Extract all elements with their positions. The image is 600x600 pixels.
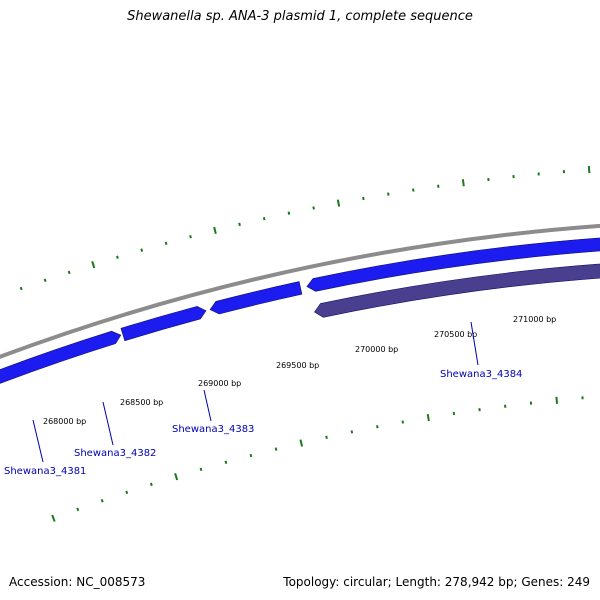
minor-tick bbox=[350, 430, 354, 434]
major-tick bbox=[555, 396, 559, 404]
gene-arrow-forward-long[interactable] bbox=[306, 232, 600, 292]
minor-tick bbox=[19, 286, 23, 291]
minor-tick bbox=[376, 425, 379, 429]
scale-label: 270500 bp bbox=[434, 330, 477, 339]
scale-label: 268000 bp bbox=[43, 417, 86, 426]
major-tick bbox=[587, 165, 591, 174]
map-title: Shewanella sp. ANA-3 plasmid 1, complete… bbox=[127, 9, 473, 24]
scale-label: 268500 bp bbox=[120, 398, 163, 407]
summary-text: Topology: circular; Length: 278,942 bp; … bbox=[283, 575, 590, 589]
gene-leader-line bbox=[32, 419, 44, 463]
gene-arrow-shewana3-4383[interactable] bbox=[209, 281, 303, 315]
minor-tick bbox=[224, 460, 228, 464]
minor-tick bbox=[76, 507, 80, 512]
minor-tick bbox=[125, 490, 129, 495]
minor-tick bbox=[387, 192, 390, 196]
accession-text: Accession: NC_008573 bbox=[9, 575, 146, 589]
major-tick bbox=[91, 261, 96, 269]
gene-arrow-shewana3-4384[interactable] bbox=[314, 258, 600, 318]
minor-tick bbox=[140, 248, 144, 252]
sequence-backbone bbox=[0, 223, 600, 359]
minor-tick bbox=[116, 255, 119, 259]
minor-tick bbox=[362, 196, 365, 201]
minor-tick bbox=[149, 482, 153, 487]
minor-tick bbox=[164, 241, 168, 245]
minor-tick bbox=[325, 435, 328, 439]
minor-tick bbox=[67, 270, 71, 275]
scale-ticks bbox=[19, 165, 591, 522]
scale-label: 270000 bp bbox=[355, 345, 398, 354]
scale-labels: 268000 bp 268500 bp 269000 bp 269500 bp … bbox=[43, 315, 556, 426]
minor-tick bbox=[43, 278, 47, 283]
gene-label-shewana3-4384[interactable]: Shewana3_4384 bbox=[440, 369, 522, 380]
gene-label-shewana3-4382[interactable]: Shewana3_4382 bbox=[74, 448, 156, 459]
gene-leader-line bbox=[102, 401, 114, 446]
major-tick bbox=[213, 226, 217, 235]
major-tick bbox=[51, 514, 56, 522]
gene-leader-line bbox=[203, 389, 212, 422]
minor-tick bbox=[312, 206, 315, 210]
major-tick bbox=[426, 413, 430, 422]
gene-track bbox=[0, 232, 600, 386]
minor-tick bbox=[262, 216, 266, 221]
major-tick bbox=[299, 439, 304, 447]
minor-tick bbox=[100, 498, 104, 503]
minor-tick bbox=[274, 447, 278, 451]
gene-leader-line bbox=[470, 321, 479, 366]
gene-label-shewana3-4383[interactable]: Shewana3_4383 bbox=[172, 424, 254, 435]
minor-tick bbox=[199, 467, 203, 472]
major-tick bbox=[336, 199, 341, 207]
scale-label: 271000 bp bbox=[513, 315, 556, 324]
scale-label: 269000 bp bbox=[198, 379, 241, 388]
minor-tick bbox=[401, 420, 405, 424]
minor-tick bbox=[238, 222, 241, 227]
minor-tick bbox=[287, 211, 291, 215]
gene-arrow-shewana3-4382[interactable] bbox=[120, 306, 207, 342]
minor-tick bbox=[189, 235, 192, 239]
scale-label: 269500 bp bbox=[276, 361, 319, 370]
gene-label-shewana3-4381[interactable]: Shewana3_4381 bbox=[4, 466, 86, 477]
gene-labels: Shewana3_4381 Shewana3_4382 Shewana3_438… bbox=[4, 321, 522, 477]
major-tick bbox=[461, 179, 465, 187]
major-tick bbox=[174, 473, 179, 481]
minor-tick bbox=[249, 453, 253, 458]
gene-arrow-shewana3-4381[interactable] bbox=[0, 330, 122, 386]
